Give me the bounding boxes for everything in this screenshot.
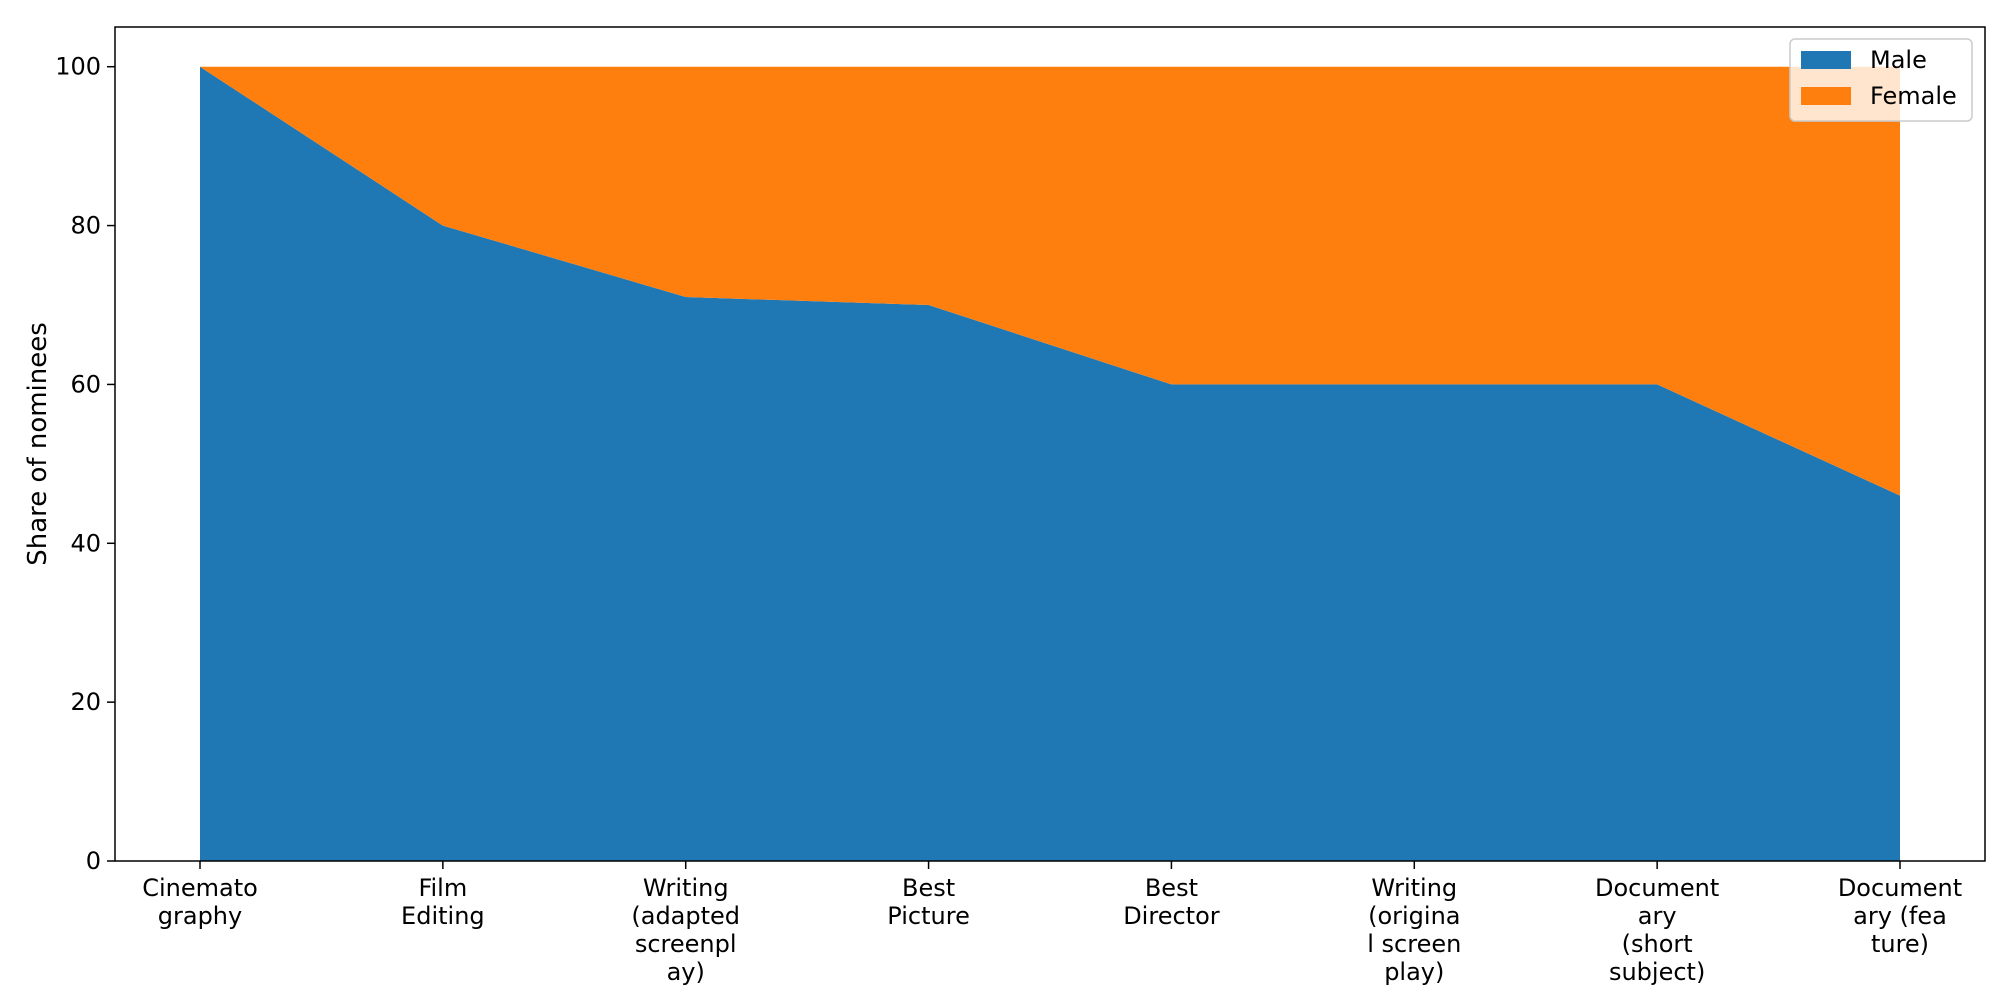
y-tick-label: 80 xyxy=(70,212,101,240)
legend: Male Female xyxy=(1789,38,1973,122)
x-tick-label: Best Picture xyxy=(887,874,970,930)
legend-label-female: Female xyxy=(1870,82,1957,110)
y-tick-label: 40 xyxy=(70,529,101,557)
y-tick-label: 0 xyxy=(86,847,101,875)
y-axis-label: Share of nominees xyxy=(23,322,53,566)
x-tick-label: Document ary (short subject) xyxy=(1595,874,1719,986)
legend-swatch-female xyxy=(1801,87,1851,105)
y-tick-label: 20 xyxy=(70,688,101,716)
x-tick-label: Writing (origina l screen play) xyxy=(1367,874,1461,986)
x-axis: Cinemato graphy Film Editing Writing (adapted… xyxy=(142,861,1962,986)
y-tick-label: 60 xyxy=(70,370,101,398)
area-female xyxy=(200,66,1900,496)
x-tick-label: Writing (adapted screenpl ay) xyxy=(631,874,740,986)
legend-label-male: Male xyxy=(1870,46,1927,74)
y-tick-label: 100 xyxy=(55,53,101,81)
area-series-group xyxy=(200,66,1900,861)
y-axis: 0 20 40 60 80 100 xyxy=(55,53,115,875)
x-tick-label: Film Editing xyxy=(401,874,485,930)
x-tick-label: Document ary (fea ture) xyxy=(1838,874,1962,958)
x-tick-label: Best Director xyxy=(1123,874,1220,930)
plot-frame xyxy=(114,26,1986,862)
area-male xyxy=(200,66,1900,861)
x-tick-label: Cinemato graphy xyxy=(142,874,258,930)
legend-swatch-male xyxy=(1801,51,1851,69)
